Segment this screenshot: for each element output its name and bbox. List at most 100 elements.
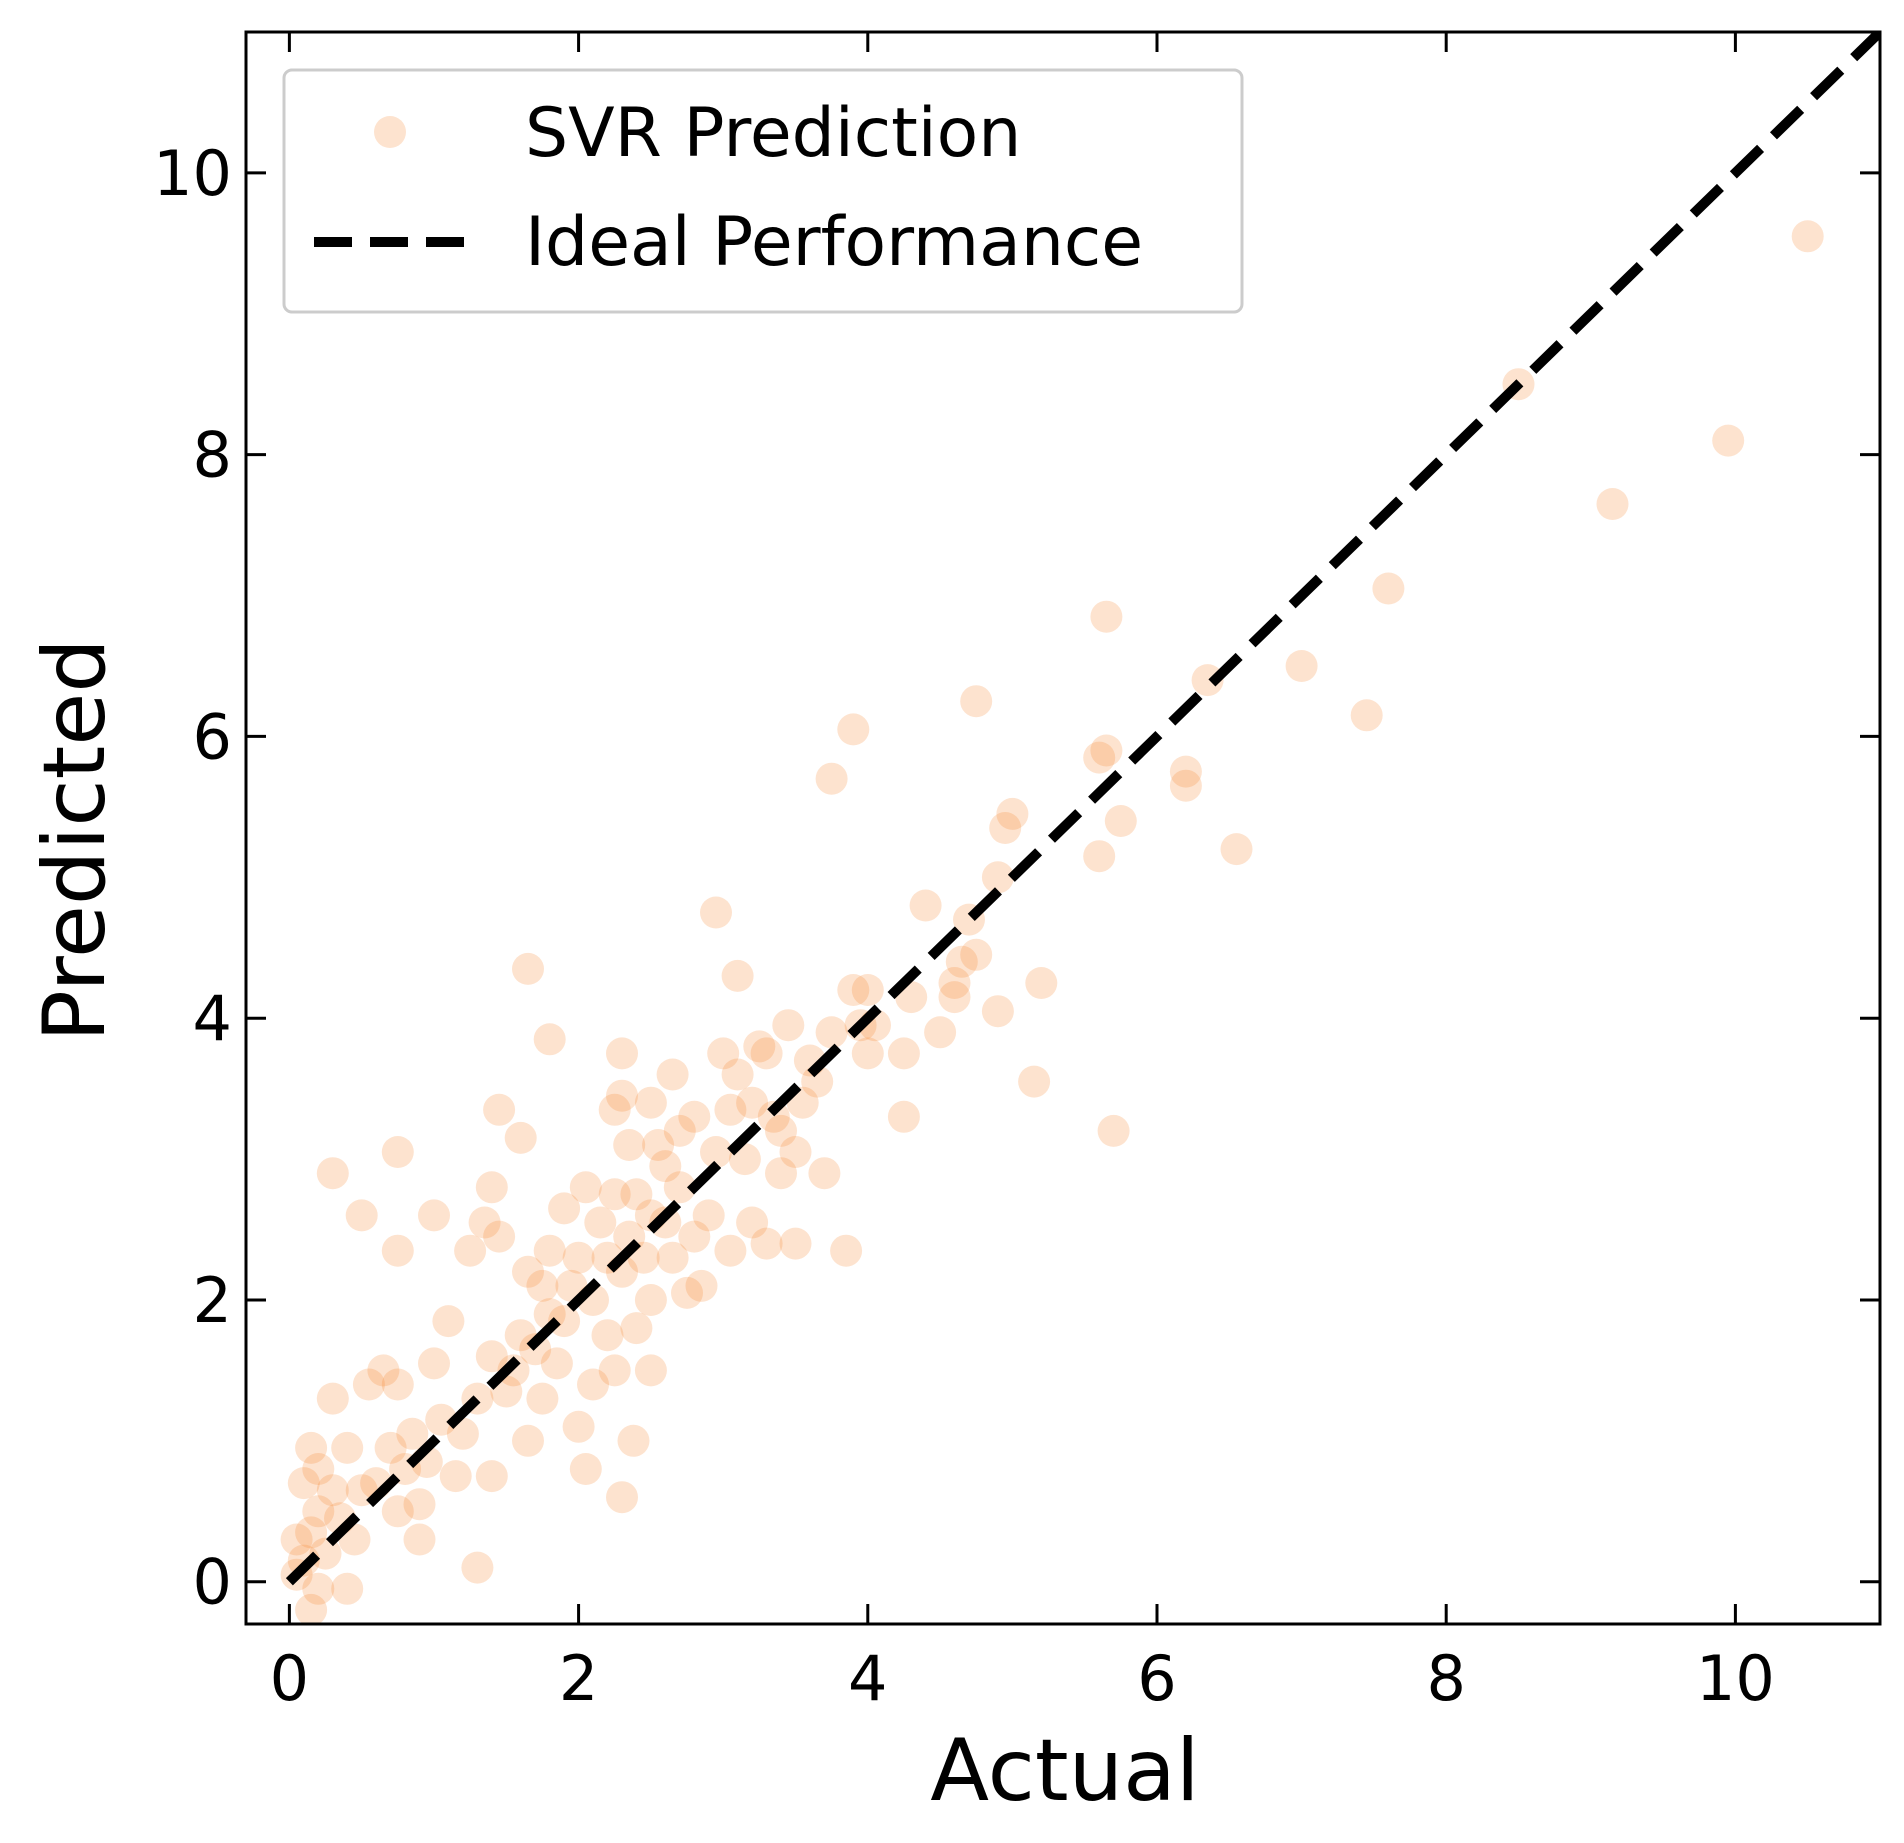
scatter-point bbox=[468, 1206, 501, 1239]
scatter-point bbox=[526, 1269, 559, 1302]
scatter-point bbox=[945, 945, 978, 978]
scatter-point bbox=[981, 861, 1014, 894]
scatter-point bbox=[1712, 424, 1745, 457]
scatter-point bbox=[381, 1136, 414, 1168]
scatter-point bbox=[671, 1276, 703, 1309]
scatter-point bbox=[685, 1269, 718, 1302]
scatter-point bbox=[1220, 833, 1253, 866]
scatter-point bbox=[692, 1199, 725, 1232]
scatter-point bbox=[403, 1523, 436, 1556]
scatter-point bbox=[352, 1368, 385, 1401]
scatter-point bbox=[721, 959, 754, 992]
scatter-point bbox=[837, 974, 870, 1006]
scatter-point bbox=[569, 1171, 602, 1204]
legend-box bbox=[282, 68, 1244, 314]
y-axis-label: Predicted bbox=[25, 638, 125, 1042]
scatter-point bbox=[779, 1136, 812, 1168]
y-tick-label: 6 bbox=[193, 700, 232, 773]
scatter-point bbox=[512, 1424, 544, 1457]
plot-frame bbox=[244, 30, 1882, 1626]
scatter-point bbox=[287, 1467, 320, 1500]
legend-label-svr: SVR Prediction bbox=[525, 94, 1021, 173]
scatter-point bbox=[1191, 664, 1224, 697]
y-tick-label: 10 bbox=[153, 137, 232, 210]
scatter-point bbox=[700, 896, 732, 929]
scatter-point bbox=[1097, 1114, 1130, 1147]
x-tick-label: 10 bbox=[1696, 1642, 1775, 1715]
x-tick-label: 0 bbox=[270, 1642, 309, 1715]
scatter-point bbox=[403, 1488, 436, 1521]
scatter-point bbox=[316, 1382, 349, 1415]
scatter-point bbox=[620, 1178, 653, 1211]
x-tick-label: 6 bbox=[1137, 1642, 1176, 1715]
y-tick-label: 2 bbox=[193, 1264, 232, 1337]
scatter-point bbox=[765, 1114, 797, 1147]
scatter-point bbox=[475, 1460, 508, 1493]
x-tick-label: 8 bbox=[1426, 1642, 1465, 1715]
scatter-point bbox=[548, 1305, 581, 1338]
scatter-point bbox=[374, 1431, 407, 1464]
scatter-point bbox=[345, 1199, 378, 1232]
scatter-point bbox=[909, 889, 942, 922]
scatter-point bbox=[418, 1347, 450, 1380]
legend-marker-svr bbox=[374, 116, 406, 148]
scatter-point bbox=[678, 1220, 711, 1253]
scatter-point bbox=[1090, 600, 1123, 633]
scatter-point bbox=[1104, 805, 1137, 837]
scatter-point bbox=[295, 1431, 328, 1464]
scatter-point bbox=[808, 1157, 841, 1190]
scatter-point bbox=[1372, 572, 1405, 605]
scatter-point bbox=[295, 1516, 328, 1549]
scatter-point bbox=[736, 1206, 769, 1239]
scatter-point bbox=[815, 1016, 848, 1049]
scatter-point bbox=[613, 1129, 646, 1161]
y-tick-label: 4 bbox=[193, 982, 232, 1055]
scatter-point bbox=[591, 1319, 624, 1352]
scatter-point bbox=[887, 1037, 920, 1070]
scatter-point bbox=[765, 1157, 797, 1190]
scatter-point bbox=[598, 1354, 631, 1387]
scatter-point bbox=[1169, 755, 1202, 788]
scatter-point bbox=[331, 1431, 364, 1464]
scatter-point bbox=[598, 1178, 631, 1211]
scatter-point bbox=[707, 1037, 740, 1070]
scatter-point bbox=[475, 1340, 508, 1373]
scatter-point bbox=[381, 1495, 414, 1528]
scatter-point bbox=[1791, 220, 1824, 253]
scatter-point bbox=[316, 1474, 349, 1507]
scatter-point bbox=[1083, 840, 1116, 873]
scatter-point bbox=[721, 1058, 754, 1091]
scatter-point bbox=[483, 1093, 516, 1126]
scatter-point bbox=[714, 1234, 747, 1267]
ideal-performance-line bbox=[285, 32, 1880, 1586]
scatter-point bbox=[1083, 741, 1116, 774]
legend-label-ideal: Ideal Performance bbox=[525, 203, 1143, 282]
scatter-point bbox=[620, 1312, 653, 1345]
scatter-point bbox=[1025, 967, 1058, 999]
scatter-point bbox=[960, 685, 993, 718]
scatter-point bbox=[381, 1234, 414, 1267]
scatter-point bbox=[540, 1347, 573, 1380]
scatter-point bbox=[280, 1523, 313, 1556]
scatter-point bbox=[302, 1453, 335, 1485]
scatter-point bbox=[562, 1241, 595, 1274]
scatter-point bbox=[439, 1460, 472, 1493]
scatter-point bbox=[663, 1114, 696, 1147]
scatter-point bbox=[461, 1551, 494, 1584]
scatter-point bbox=[772, 1009, 805, 1042]
scatter-point bbox=[678, 1100, 711, 1133]
scatter-point bbox=[606, 1481, 638, 1514]
scatter-point bbox=[497, 1354, 530, 1387]
x-tick-label: 4 bbox=[848, 1642, 887, 1715]
axis-ticks-layer: 0 2 4 6 8 10 0 2 4 6 8 10 bbox=[153, 32, 1880, 1715]
scatter-point bbox=[801, 1065, 834, 1098]
scatter-point bbox=[483, 1220, 516, 1253]
scatter-point bbox=[634, 1354, 667, 1387]
scatter-point bbox=[302, 1495, 335, 1528]
scatter-point bbox=[851, 974, 884, 1006]
scatter-point bbox=[396, 1417, 429, 1450]
scatter-point bbox=[606, 1037, 638, 1070]
scatter-point bbox=[1018, 1065, 1051, 1098]
scatter-point bbox=[1350, 699, 1383, 732]
